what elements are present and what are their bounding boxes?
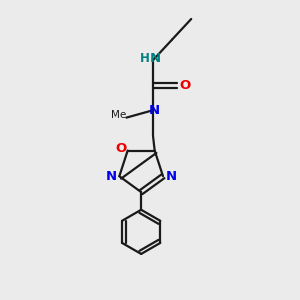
Text: O: O [116,142,127,155]
Text: N: N [106,170,117,183]
Text: O: O [179,79,190,92]
Text: Me: Me [111,110,126,120]
Text: N: N [166,170,177,183]
Text: N: N [150,52,161,65]
Text: N: N [149,104,160,117]
Text: H: H [140,52,150,65]
